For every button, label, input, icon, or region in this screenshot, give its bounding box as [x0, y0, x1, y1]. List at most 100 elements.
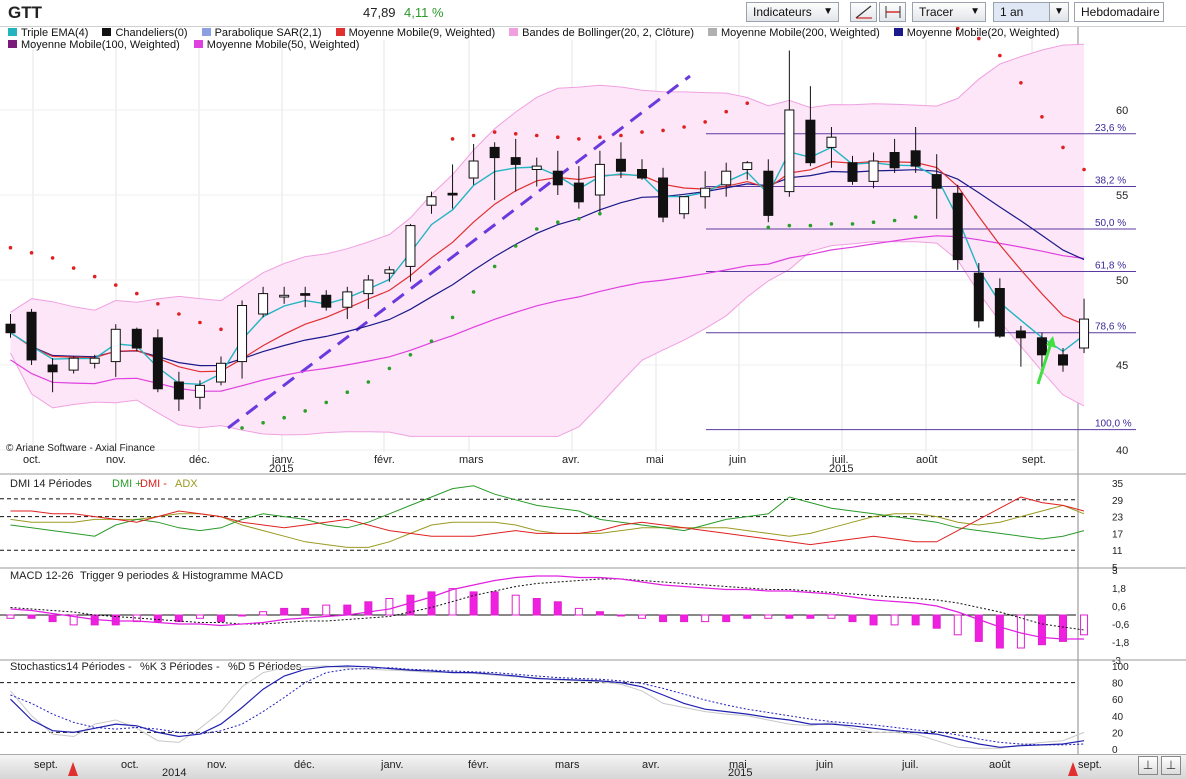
macd-histogram-bar	[195, 614, 204, 619]
sar-dot	[513, 132, 518, 136]
candle-body	[384, 269, 395, 274]
candle-body	[552, 170, 563, 186]
macd-histogram-bar	[511, 594, 520, 616]
sar-dot	[724, 109, 728, 114]
sar-dot	[682, 125, 686, 129]
legend-swatch	[509, 28, 519, 36]
navigator-month-label: sept.	[34, 759, 58, 771]
frequency-value: Hebdomadaire	[1081, 5, 1160, 19]
sar-dot	[219, 327, 223, 332]
y-tick-label: -1,8	[1112, 638, 1130, 649]
frequency-select[interactable]: Hebdomadaire	[1074, 2, 1164, 22]
candle-body	[447, 192, 458, 196]
y-tick-label: 11	[1112, 546, 1123, 557]
period-select[interactable]: 1 an ▼	[993, 2, 1069, 22]
x-tick-label: août	[916, 454, 937, 466]
legend-label: Moyenne Mobile(200, Weighted)	[720, 27, 880, 39]
macd-histogram-bar	[69, 614, 78, 626]
candle-body	[131, 328, 142, 349]
sar-dot	[198, 320, 202, 325]
y-tick-label: 45	[1116, 360, 1128, 372]
horizontal-line-icon	[885, 6, 901, 18]
navigator-month-label: déc.	[294, 759, 315, 771]
legend-swatch	[8, 40, 17, 48]
period-value: 1 an	[1000, 5, 1024, 19]
separator-text: -	[216, 661, 220, 673]
candle-body	[216, 362, 226, 383]
macd-histogram-bar	[27, 614, 36, 619]
y-tick-label: 40	[1112, 712, 1124, 723]
candle-body	[700, 187, 711, 198]
macd-histogram-bar	[153, 614, 162, 623]
navigator-month-label: nov.	[207, 759, 227, 771]
candle-body	[573, 182, 584, 203]
fit-button[interactable]: ⊥	[1161, 756, 1181, 775]
horizontal-line-tool-button[interactable]	[879, 2, 906, 22]
legend-item: Bandes de Bollinger(20, 2, Clôture)	[509, 27, 694, 39]
separator-text: -	[128, 661, 132, 673]
panel-title: MACD 12-26	[10, 570, 74, 582]
macd-histogram-bar	[1080, 614, 1089, 636]
chevron-down-icon: ▼	[823, 6, 833, 17]
bollinger-lower-line	[10, 241, 1085, 437]
legend-item: Moyenne Mobile(9, Weighted)	[335, 27, 495, 39]
navigator-handle-left[interactable]	[68, 762, 78, 776]
expand-icon: ⊥	[1165, 758, 1177, 772]
indicators-dropdown[interactable]: Indicateurs ▼	[746, 2, 839, 22]
sar-dot	[871, 220, 876, 224]
chevron-down-icon: ▼	[1049, 3, 1068, 21]
macd-histogram-bar	[1059, 614, 1067, 642]
macd-histogram-bar	[406, 594, 415, 616]
candle-body	[26, 311, 37, 361]
price-change: 4,11 %	[404, 5, 444, 20]
macd-histogram-bar	[616, 614, 625, 617]
macd-histogram-bar	[995, 614, 1004, 649]
navigator-handle-right[interactable]	[1068, 762, 1078, 776]
sar-dot	[366, 380, 371, 384]
navigator-month-label: avr.	[642, 759, 660, 771]
fibonacci-level-label: 23,6 %	[1095, 123, 1126, 134]
sar-dot	[408, 353, 413, 357]
candle-body	[89, 357, 100, 364]
macd-histogram-bar	[785, 614, 794, 619]
y-tick-label: 0	[1112, 745, 1118, 756]
sar-dot	[345, 390, 350, 395]
legend-item: Chandeliers(0)	[102, 27, 188, 39]
ma9-line	[10, 160, 1085, 373]
sar-dot	[556, 220, 560, 224]
arrow-head-icon	[1046, 336, 1056, 348]
sar-dot	[92, 274, 97, 279]
legend-label: Chandeliers(0)	[115, 27, 188, 39]
legend-item: Moyenne Mobile(50, Weighted)	[193, 39, 359, 51]
align-bottom-icon: ⊥	[1142, 758, 1154, 772]
legend-label: Bandes de Bollinger(20, 2, Clôture)	[522, 27, 694, 39]
trendline-tool-button[interactable]	[850, 2, 877, 22]
candle-body	[363, 279, 374, 295]
toolbar: GTT 47,89 4,11 % Indicateurs ▼ Tracer ▼ 1 …	[0, 0, 1186, 27]
y-tick-label: 0,6	[1112, 602, 1126, 613]
indicator-legend: Triple EMA(4) Chandeliers(0) Parabolique S…	[8, 27, 1128, 51]
sar-dot	[808, 223, 813, 228]
navigator-bar[interactable]	[0, 754, 1186, 779]
stoch-legend-label: %K 3 Périodes	[140, 661, 213, 673]
macd-histogram-bar	[553, 601, 562, 616]
macd-histogram-bar	[1016, 614, 1025, 649]
sar-dot	[787, 223, 792, 228]
macd-histogram-bar	[259, 611, 268, 616]
year-label: 2015	[269, 463, 293, 475]
candle-body	[1079, 318, 1090, 349]
sar-dot	[450, 137, 455, 141]
navigator-month-label: juil.	[902, 759, 919, 771]
zoom-reset-button[interactable]: ⊥	[1138, 756, 1158, 775]
ma50-line	[10, 235, 1085, 392]
sar-dot	[598, 135, 602, 139]
candle-body	[531, 165, 542, 171]
x-tick-label: févr.	[374, 454, 395, 466]
draw-dropdown[interactable]: Tracer ▼	[912, 2, 986, 22]
macd-histogram-bar	[469, 591, 478, 616]
trendline-icon	[855, 5, 872, 19]
legend-label: Triple EMA(4)	[21, 27, 89, 39]
sar-dot	[577, 217, 581, 221]
sar-dot	[1082, 167, 1086, 172]
